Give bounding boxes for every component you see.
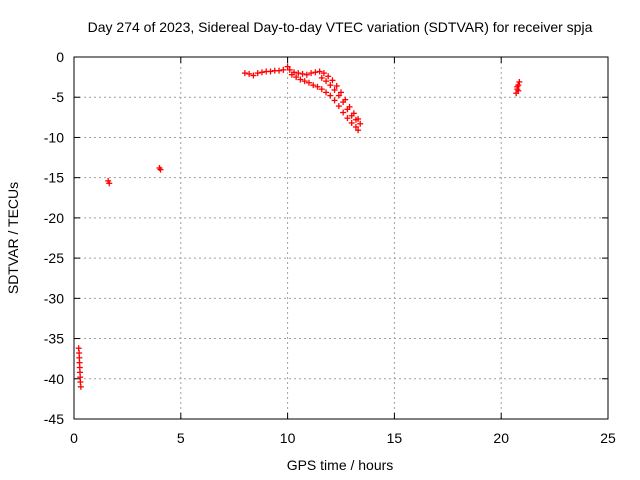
data-point-marker — [258, 69, 265, 76]
x-tick-label: 25 — [600, 430, 616, 446]
x-tick-label: 20 — [493, 430, 509, 446]
y-tick-label: -25 — [44, 250, 64, 266]
chart-title: Day 274 of 2023, Sidereal Day-to-day VTE… — [88, 19, 593, 35]
data-point-marker — [333, 82, 340, 89]
data-point-marker — [340, 99, 347, 106]
data-point-marker — [327, 92, 334, 99]
data-point-marker — [295, 70, 302, 77]
data-point-marker — [254, 70, 261, 77]
y-tick-label: -30 — [44, 290, 64, 306]
data-point-marker — [329, 77, 336, 84]
data-point-marker — [305, 79, 312, 86]
data-point-marker — [344, 106, 351, 113]
data-point-marker — [344, 115, 351, 122]
data-point-marker — [250, 72, 257, 79]
data-point-marker — [327, 82, 334, 89]
x-tick-label: 10 — [280, 430, 296, 446]
data-point-marker — [299, 70, 306, 77]
data-point-marker — [267, 68, 274, 75]
data-point-marker — [308, 70, 315, 77]
data-point-marker — [157, 166, 164, 173]
y-axis-label: SDTVAR / TECUs — [5, 182, 21, 294]
data-point-marker — [352, 123, 359, 130]
data-point-marker — [276, 67, 283, 74]
data-point-marker — [355, 127, 362, 134]
data-point-marker — [335, 92, 342, 99]
x-tick-label: 5 — [177, 430, 185, 446]
grid — [74, 57, 608, 419]
data-point-marker — [515, 87, 522, 94]
data-point-marker — [310, 82, 317, 89]
data-point-marker — [288, 71, 295, 78]
axis-ticks: 0 5 10 15 20 25 0 -5 -10 -15 -20 -25 -30 -35 -40 -45 — [44, 49, 616, 446]
data-point-marker — [318, 74, 325, 81]
data-point-marker — [241, 70, 248, 77]
data-point-marker — [348, 119, 355, 126]
data-point-marker — [312, 69, 319, 76]
y-tick-label: 0 — [56, 49, 64, 65]
x-axis-label: GPS time / hours — [287, 457, 394, 473]
x-tick-label: 0 — [70, 430, 78, 446]
data-point-marker — [352, 116, 359, 123]
x-tick-label: 15 — [387, 430, 403, 446]
data-point-marker — [331, 86, 338, 93]
data-point-marker — [246, 70, 253, 77]
data-point-marker — [516, 78, 523, 85]
plot-frame — [73, 56, 609, 420]
data-point-marker — [514, 83, 521, 90]
data-point-marker — [338, 89, 344, 96]
y-tick-label: -35 — [44, 331, 64, 347]
data-point-marker — [323, 78, 330, 85]
data-point-marker — [284, 63, 291, 70]
data-point-marker — [335, 103, 342, 110]
y-tick-label: -15 — [44, 170, 64, 186]
y-tick-label: -40 — [44, 371, 64, 387]
data-point-marker — [316, 68, 323, 75]
y-tick-label: -20 — [44, 210, 64, 226]
data-point-marker — [320, 70, 327, 77]
data-point-marker — [286, 66, 293, 73]
data-point-marker — [331, 97, 338, 104]
data-point-marker — [357, 120, 364, 127]
data-point-marker — [293, 74, 300, 81]
data-point-marker — [323, 89, 330, 96]
data-points — [75, 63, 523, 390]
data-point-marker — [348, 112, 355, 119]
data-point-marker — [325, 73, 332, 80]
y-tick-label: -45 — [44, 411, 64, 427]
data-point-marker — [297, 76, 304, 83]
data-point-marker — [280, 66, 287, 73]
data-point-marker — [303, 71, 310, 78]
data-point-marker — [106, 180, 113, 187]
data-point-marker — [314, 83, 321, 90]
data-point-marker — [77, 383, 84, 390]
data-point-marker — [301, 78, 308, 85]
data-point-marker — [340, 109, 347, 116]
data-point-marker — [318, 86, 325, 93]
y-tick-label: -5 — [52, 89, 65, 105]
y-tick-label: -10 — [44, 129, 64, 145]
